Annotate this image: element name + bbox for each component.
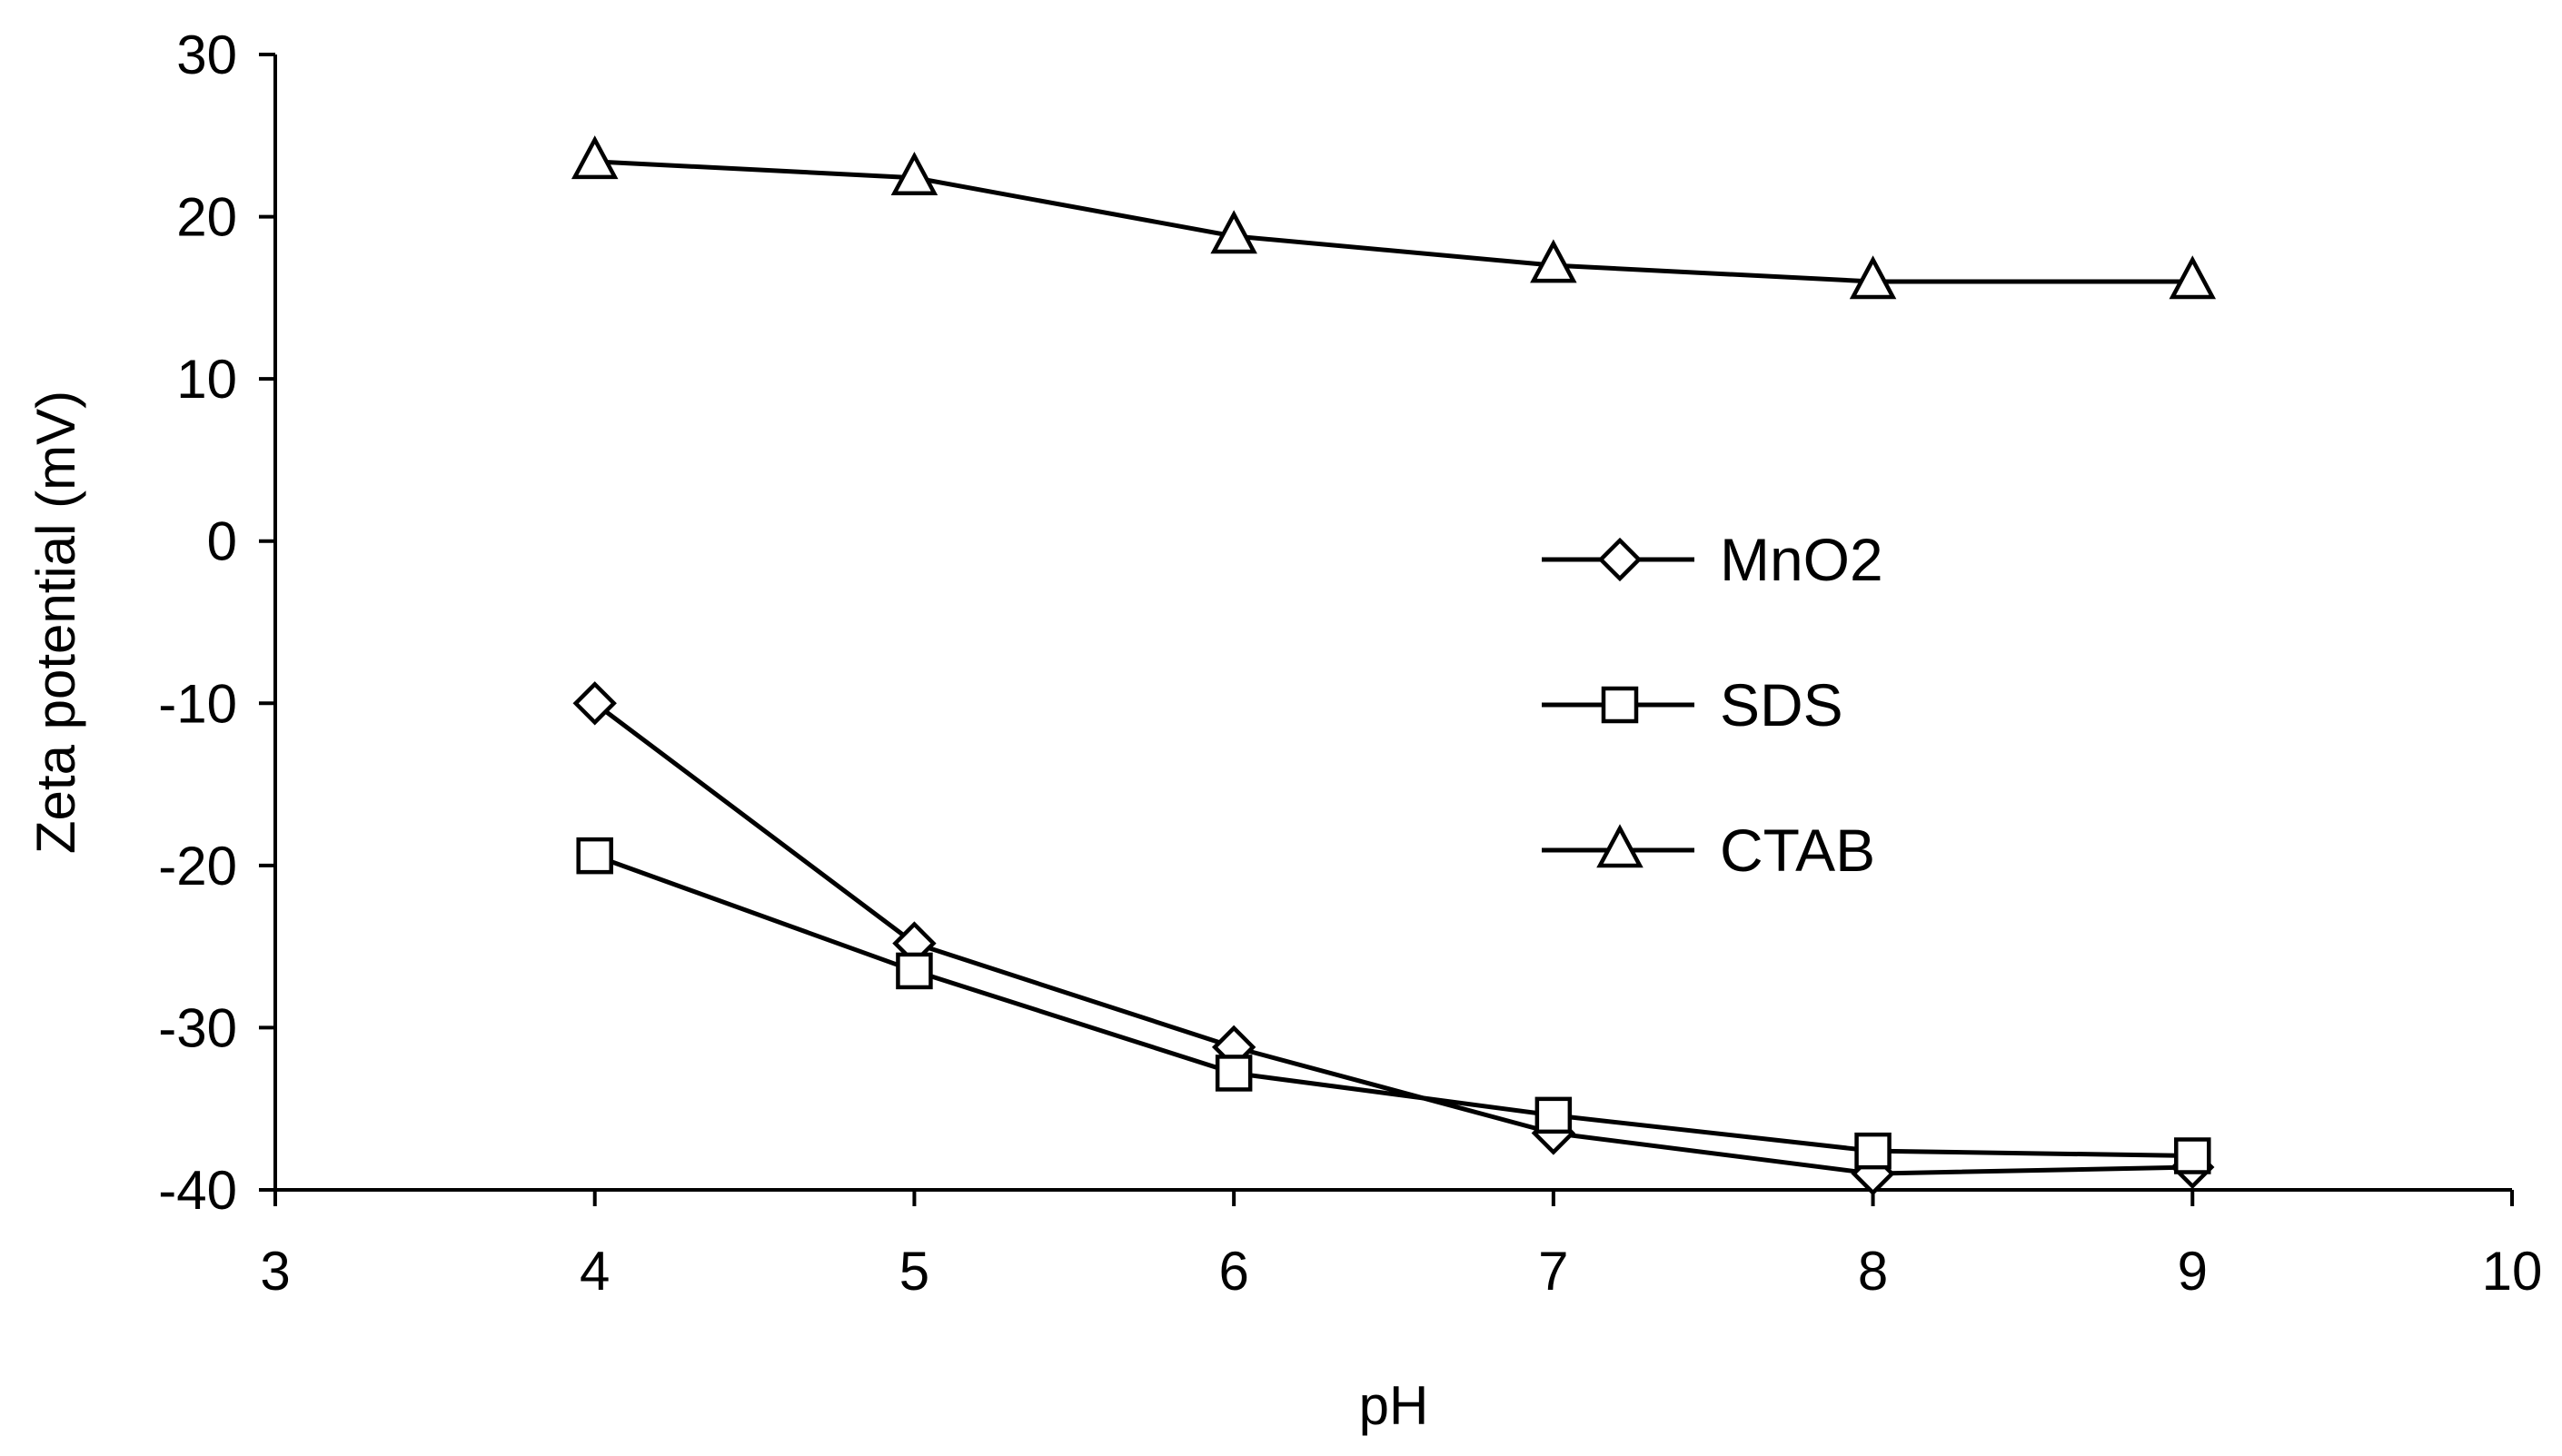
y-tick-label: 10 (176, 349, 237, 410)
legend-marker-sds (1601, 686, 1639, 724)
series-line-ctab (594, 159, 2193, 284)
x-tick-label: 9 (2178, 1241, 2208, 1302)
y-axis-title: Zeta potential (mV) (25, 391, 86, 854)
data-point-ctab (1210, 210, 1257, 254)
data-point-sds (576, 837, 613, 875)
y-tick-label: 20 (176, 187, 237, 248)
y-tick-label: 0 (207, 511, 237, 572)
legend: MnO2 SDS CTAB (1542, 526, 1883, 884)
legend-marker-mno2 (1597, 537, 1643, 582)
x-ticks: 3 4 5 6 7 8 9 10 (260, 1190, 2542, 1302)
axes (273, 54, 2512, 1192)
y-ticks: 30 20 10 0 -10 -20 -30 -40 (158, 25, 275, 1221)
legend-item-sds: SDS (1542, 671, 1843, 738)
series-layer (571, 135, 2217, 1196)
data-point-sds (1215, 1055, 1253, 1092)
x-tick-label: 10 (2482, 1241, 2543, 1302)
x-tick-label: 6 (1218, 1241, 1248, 1302)
legend-label-ctab: CTAB (1720, 817, 1875, 884)
legend-item-ctab: CTAB (1542, 817, 1875, 884)
series-line-sds (593, 853, 2193, 1158)
data-point-sds (1534, 1096, 1573, 1134)
legend-marker-ctab (1596, 824, 1643, 868)
data-point-mno2 (572, 681, 617, 726)
data-point-ctab (1849, 255, 1897, 300)
legend-item-mno2: MnO2 (1542, 526, 1883, 593)
data-point-ctab (1530, 239, 1577, 283)
x-tick-label: 5 (899, 1241, 929, 1302)
x-tick-label: 7 (1538, 1241, 1568, 1302)
data-point-sds (2174, 1137, 2211, 1174)
y-tick-label: -40 (158, 1160, 237, 1221)
legend-label-mno2: MnO2 (1720, 526, 1883, 593)
y-tick-label: -30 (158, 997, 237, 1058)
series-ctab (571, 135, 2217, 300)
data-point-sds (1854, 1132, 1892, 1170)
data-point-ctab (2169, 255, 2217, 300)
series-sds (576, 837, 2211, 1174)
x-tick-label: 4 (580, 1241, 610, 1302)
x-axis-title: pH (1359, 1375, 1429, 1436)
series-line-mno2 (593, 701, 2193, 1176)
legend-label-sds: SDS (1720, 671, 1843, 738)
data-point-ctab (571, 135, 619, 180)
y-tick-label: -20 (158, 836, 237, 896)
data-point-sds (896, 952, 933, 990)
y-tick-label: 30 (176, 25, 237, 85)
x-tick-label: 8 (1858, 1241, 1888, 1302)
y-tick-label: -10 (158, 673, 237, 734)
data-point-ctab (890, 151, 938, 195)
x-tick-label: 3 (260, 1241, 290, 1302)
